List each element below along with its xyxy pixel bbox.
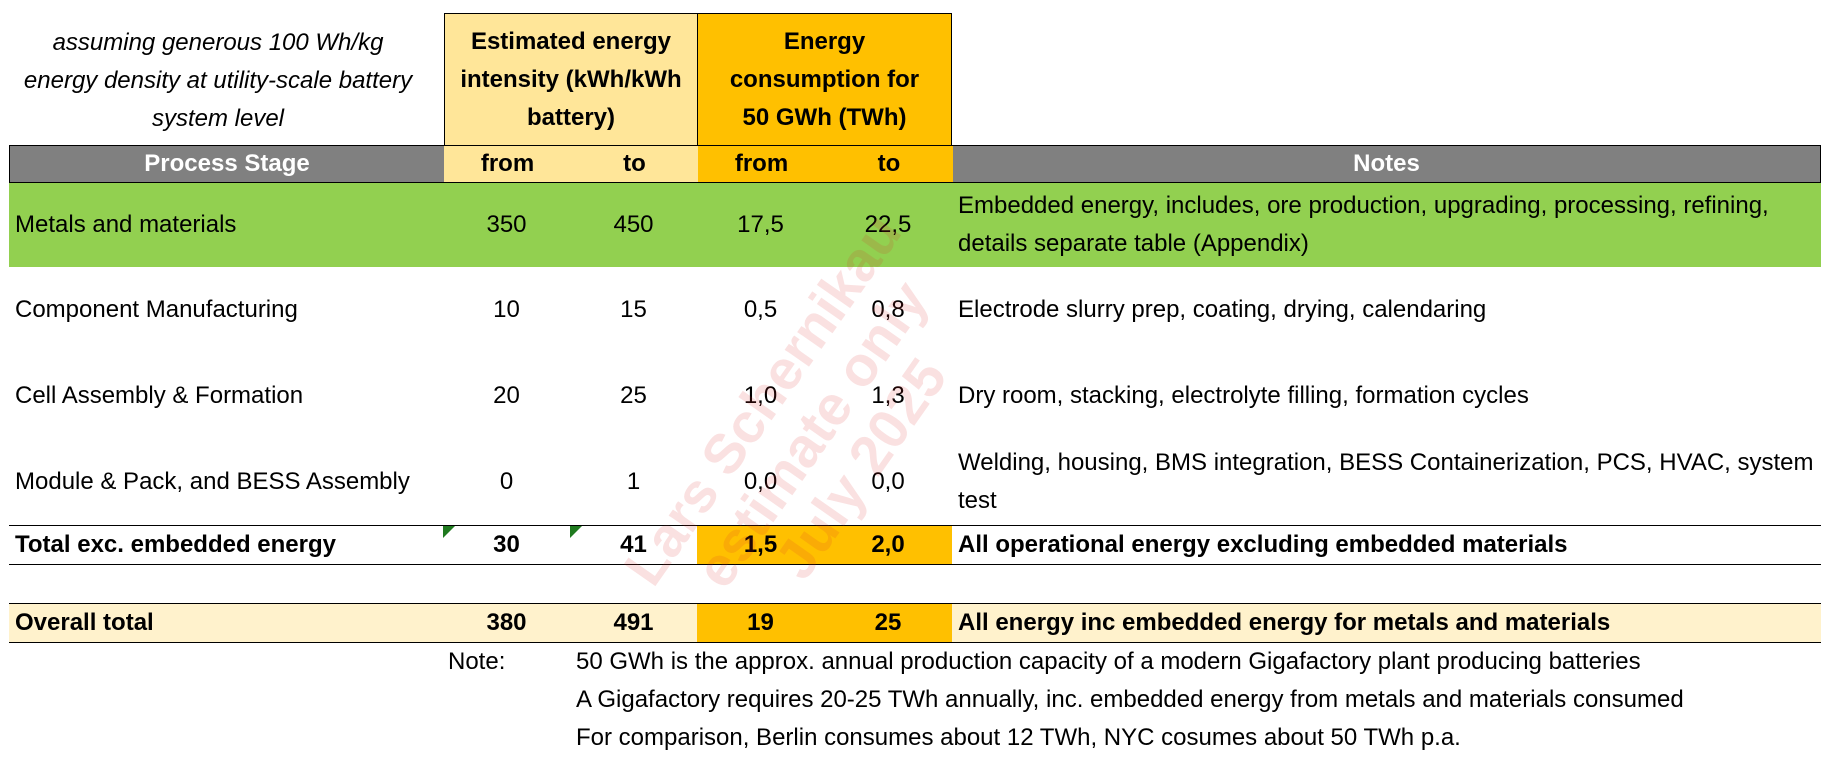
to-consumption-cell: 0,0 [871,468,905,495]
from-intensity-cell: 30 [493,531,520,558]
from-intensity-cell: 10 [493,296,520,323]
to-intensity-header: to [571,146,698,182]
table-row: Metals and materials 350 450 17,5 22,5 E… [9,183,1821,267]
table-row: Module & Pack, and BESS Assembly 0 1 0,0… [9,439,1821,525]
to-intensity-cell: 1 [626,468,641,495]
stage-cell: Metals and materials [15,211,237,238]
footnote-line: 50 GWh is the approx. annual production … [576,648,1641,675]
to-intensity-cell: 491 [613,609,654,636]
stage-cell: Total exc. embedded energy [15,531,336,558]
to-intensity-cell: 25 [620,382,647,409]
to-consumption-header: to [825,146,953,182]
stage-cell: Cell Assembly & Formation [15,382,304,409]
footnote-line: A Gigafactory requires 20-25 TWh annuall… [576,686,1684,713]
assumption-note: assuming generous 100 Wh/kg energy densi… [23,29,413,132]
to-consumption-cell: 0,8 [871,296,905,323]
from-intensity-cell: 0 [499,468,514,495]
from-intensity-cell: 350 [486,211,527,238]
from-consumption-cell: 1,5 [697,526,824,564]
notes-cell: Electrode slurry prep, coating, drying, … [958,296,1487,323]
table-row: Component Manufacturing 10 15 0,5 0,8 El… [9,267,1821,353]
from-consumption-header: from [698,146,825,182]
stage-cell: Module & Pack, and BESS Assembly [15,468,410,495]
total-exc-row: Total exc. embedded energy 30 41 1,5 2,0… [9,525,1821,565]
from-intensity-header: from [444,146,571,182]
to-intensity-cell: 41 [620,531,647,558]
consumption-group-header: Energy consumption for 50 GWh (TWh) [698,13,952,145]
from-consumption-cell: 19 [697,604,824,642]
comment-indicator [570,526,582,538]
notes-cell: All operational energy excluding embedde… [958,531,1568,558]
from-consumption-cell: 1,0 [743,382,778,409]
from-intensity-cell: 380 [486,609,527,636]
to-consumption-cell: 22,5 [864,211,912,238]
notes-cell: Welding, housing, BMS integration, BESS … [958,449,1814,514]
process-stage-header: Process Stage [10,146,444,182]
table-row: Cell Assembly & Formation 20 25 1,0 1,3 … [9,353,1821,439]
from-consumption-cell: 0,5 [743,296,778,323]
footnote-label: Note: [448,648,506,675]
comment-indicator [443,526,455,538]
from-consumption-cell: 17,5 [737,211,784,238]
stage-cell: Overall total [15,609,154,636]
column-header-row: Process Stage from to from to Notes [9,145,1821,183]
notes-header: Notes [953,146,1820,182]
notes-cell: All energy inc embedded energy for metal… [958,609,1611,636]
footnote-line: For comparison, Berlin consumes about 12… [576,724,1461,751]
to-intensity-cell: 15 [620,296,647,323]
notes-cell: Dry room, stacking, electrolyte filling,… [958,382,1529,409]
to-consumption-cell: 25 [824,604,952,642]
to-consumption-cell: 2,0 [824,526,952,564]
overall-total-row: Overall total 380 491 19 25 All energy i… [9,603,1821,643]
notes-cell: Embedded energy, includes, ore productio… [958,192,1769,257]
to-intensity-cell: 450 [613,211,654,238]
from-consumption-cell: 0,0 [743,468,778,495]
stage-cell: Component Manufacturing [15,296,298,323]
to-consumption-cell: 1,3 [871,382,905,409]
from-intensity-cell: 20 [493,382,520,409]
intensity-group-header: Estimated energy intensity (kWh/kWh batt… [444,13,698,145]
